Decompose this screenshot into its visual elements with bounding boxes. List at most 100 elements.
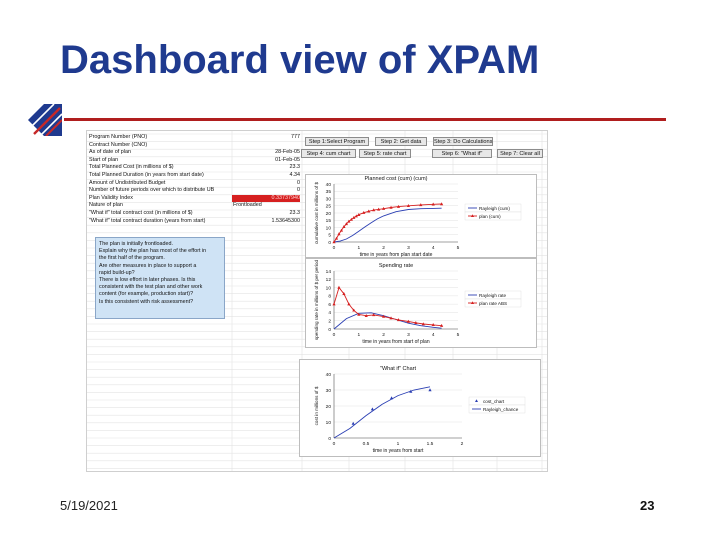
legend-marker (471, 301, 474, 304)
series-line (333, 386, 431, 439)
field-value[interactable]: 23.3 (289, 164, 301, 171)
data-point (421, 322, 425, 326)
field-row: "What if" total contract cost (in millio… (87, 210, 317, 218)
field-value[interactable]: 0 (297, 187, 300, 194)
x-tick-label: 3 (407, 245, 410, 251)
cum-chart-button[interactable]: Step 4: cum chart (301, 149, 356, 158)
data-point (431, 323, 435, 327)
note-line: the first half of the program. (99, 255, 165, 262)
x-tick-label: 0 (333, 332, 336, 338)
field-value[interactable]: 4.34 (289, 171, 301, 178)
what-if-button[interactable]: Step 6: "What if" (432, 149, 492, 158)
data-point (428, 388, 432, 392)
note-line: Are other measures in place to support a (99, 262, 197, 269)
y-tick-label: 10 (326, 420, 332, 426)
data-point (389, 205, 393, 209)
field-row: "What if" total contract duration (years… (87, 218, 317, 226)
field-value[interactable]: 0 (297, 179, 300, 186)
x-tick-label: 4 (432, 332, 435, 338)
field-row: Plan Validity Index 0.33737940 (87, 194, 317, 203)
x-tick-label: 5 (457, 245, 460, 251)
note-line: content (for example, production start)? (99, 291, 194, 298)
field-value[interactable]: 1.53645300 (271, 217, 300, 224)
data-point (357, 212, 361, 216)
field-row: Contract Number (CNO) (87, 142, 317, 150)
data-point (347, 219, 351, 223)
field-value[interactable]: 01-Feb-05 (275, 156, 300, 163)
y-tick-label: 2 (328, 319, 331, 325)
y-tick-label: 4 (328, 310, 331, 316)
plan-assessment-note: The plan is initially frontloaded. Explai… (95, 237, 225, 319)
plan-fields: Program Number (PNO) 777 Contract Number (… (87, 134, 317, 225)
title-underline (64, 118, 666, 121)
x-tick-label: 2 (382, 245, 385, 251)
get-data-button[interactable]: Step 2: Get data (375, 137, 427, 146)
data-point (349, 217, 353, 221)
data-point (334, 236, 339, 240)
y-tick-label: 0 (328, 327, 331, 333)
data-point (382, 206, 386, 210)
field-label: Start of plan (89, 156, 119, 163)
y-tick-label: 35 (326, 189, 332, 195)
field-row: As of date of plan 28-Feb-05 (87, 149, 317, 157)
y-tick-label: 25 (326, 204, 332, 210)
y-tick-label: 15 (326, 218, 332, 224)
x-tick-label: 5 (457, 332, 460, 338)
y-tick-label: 0 (328, 240, 331, 246)
field-row: Start of plan 01-Feb-05 (87, 157, 317, 165)
legend-label: Rayleigh_chance (483, 407, 519, 412)
field-row: Nature of plan Frontloaded (87, 202, 317, 210)
data-point (406, 319, 410, 323)
do-calculations-button[interactable]: Step 3: Do Calculations (433, 137, 493, 146)
data-point (342, 224, 346, 228)
data-point (344, 222, 348, 226)
field-row: Total Planned Duration (in years from st… (87, 172, 317, 180)
y-tick-label: 40 (326, 182, 332, 188)
legend-label: Rayleigh (cum) (479, 206, 510, 211)
field-value[interactable]: 0.33737940 (232, 194, 300, 203)
field-value[interactable]: 28-Feb-05 (275, 149, 300, 156)
rate-chart-button[interactable]: Step 5: rate chart (359, 149, 411, 158)
data-point (339, 228, 344, 232)
data-point (431, 202, 435, 206)
x-axis-label: time in years from plan start date (360, 252, 433, 258)
y-tick-label: 30 (326, 196, 332, 202)
field-value[interactable]: 23.3 (289, 209, 301, 216)
slide-title: Dashboard view of XPAM (60, 38, 540, 82)
data-point (352, 308, 356, 312)
data-point (347, 302, 351, 306)
y-axis-label: spending rate in millions of $ per perio… (314, 259, 319, 340)
select-program-button[interactable]: Step 1:Select Program (305, 137, 369, 146)
series-line (333, 286, 442, 327)
logo-icon (28, 104, 62, 136)
y-axis-label: cumulative cost in millions of $ (314, 182, 319, 244)
x-tick-label: 0 (333, 245, 336, 251)
what-if-chart: "What if" Chart 0 10 20 30 40 0 0.5 1 1.5 2 time in… (299, 359, 541, 457)
data-point (396, 318, 401, 322)
legend-marker (471, 214, 474, 217)
data-point (377, 207, 381, 211)
data-point (332, 240, 336, 244)
field-value[interactable]: 777 (291, 134, 300, 140)
field-label: Total Planned Cost (in millions of $) (89, 164, 174, 171)
field-value[interactable]: Frontloaded (233, 202, 262, 209)
y-tick-label: 10 (326, 225, 332, 231)
field-label: Plan Validity Index (89, 194, 133, 201)
data-point (419, 203, 423, 207)
data-point (362, 210, 366, 214)
x-tick-label: 2 (461, 441, 464, 447)
data-point (357, 312, 361, 316)
note-line: Is this consistent with risk assessment? (99, 298, 194, 305)
clear-all-button[interactable]: Step 7: Clear all (497, 149, 543, 158)
page-number: 23 (640, 498, 655, 513)
data-point (372, 313, 376, 317)
field-label: Total Planned Duration (in years from st… (89, 171, 204, 178)
note-line: The plan is initially frontloaded. (99, 241, 174, 247)
y-tick-label: 5 (328, 233, 331, 239)
footer-date: 5/19/2021 (60, 498, 118, 513)
x-tick-label: 4 (432, 245, 435, 251)
field-row: Program Number (PNO) 777 (87, 134, 317, 142)
data-point (367, 209, 371, 213)
x-tick-label: 2 (382, 332, 385, 338)
data-point (372, 208, 376, 212)
